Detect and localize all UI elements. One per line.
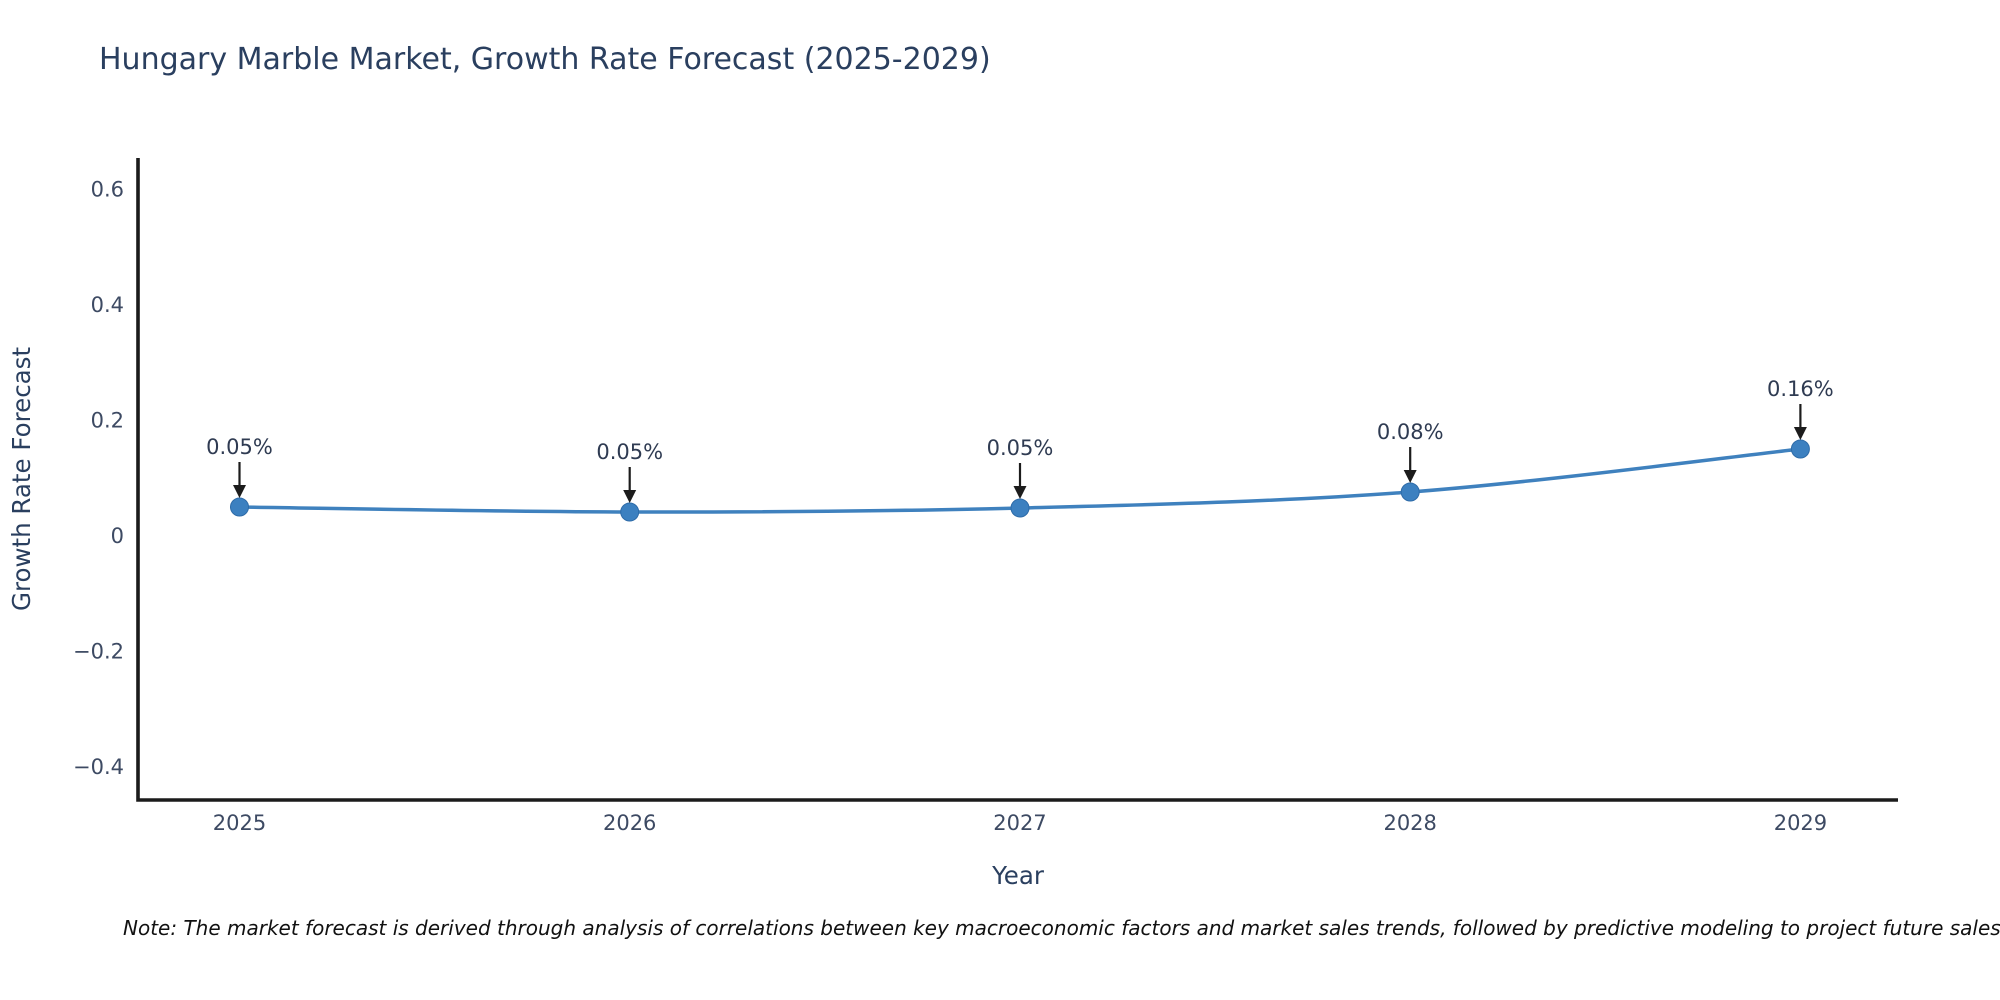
x-tick-label: 2027 bbox=[993, 811, 1046, 835]
y-tick-label: 0.2 bbox=[91, 409, 124, 433]
x-tick-label: 2025 bbox=[213, 811, 266, 835]
chart-title: Hungary Marble Market, Growth Rate Forec… bbox=[99, 42, 991, 77]
data-point-2028[interactable] bbox=[1400, 482, 1420, 502]
data-point-2025[interactable] bbox=[230, 497, 249, 517]
y-axis-title: Growth Rate Forecast bbox=[7, 347, 36, 611]
y-tick-label: 0.4 bbox=[91, 293, 124, 317]
annotation-arrow-head bbox=[233, 485, 246, 498]
y-tick-label: −0.4 bbox=[73, 755, 124, 779]
point-value-label: 0.05% bbox=[596, 440, 663, 464]
x-tick-label: 2026 bbox=[603, 811, 656, 835]
data-point-2026[interactable] bbox=[620, 502, 640, 522]
y-tick-label: 0 bbox=[111, 524, 124, 548]
plot-area[interactable] bbox=[138, 158, 1898, 800]
x-tick-label: 2028 bbox=[1383, 811, 1436, 835]
annotation-arrow-head bbox=[623, 490, 637, 503]
point-value-label: 0.16% bbox=[1767, 377, 1834, 401]
data-point-2027[interactable] bbox=[1010, 498, 1030, 518]
annotation-arrow-head bbox=[1403, 470, 1417, 483]
data-point-2029[interactable] bbox=[1790, 439, 1810, 459]
chart-footnote: Note: The market forecast is derived thr… bbox=[123, 916, 2000, 940]
y-tick-label: 0.6 bbox=[91, 178, 124, 202]
axis-lines bbox=[136, 158, 1898, 802]
annotation-arrow-head bbox=[1013, 486, 1027, 499]
point-value-label: 0.08% bbox=[1377, 420, 1444, 444]
point-value-label: 0.05% bbox=[206, 435, 273, 459]
point-value-label: 0.05% bbox=[987, 436, 1054, 460]
annotation-arrow-head bbox=[1793, 427, 1807, 440]
x-axis-title: Year bbox=[991, 861, 1045, 890]
x-tick-label: 2029 bbox=[1774, 811, 1827, 835]
y-tick-label: −0.2 bbox=[73, 639, 124, 663]
